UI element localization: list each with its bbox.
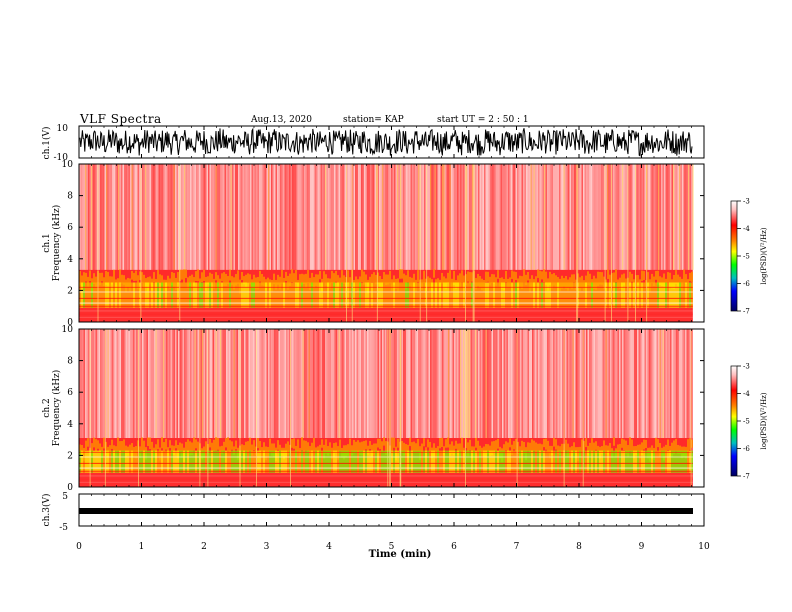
ch2-colorbar: -3 -4 -5 -6 -7 log(PSD)(V²/Hz) <box>730 363 768 481</box>
ch3-ytick-top: 5 <box>62 492 68 502</box>
ch1-colorbar-scale <box>730 200 738 312</box>
x-tick-label: 8 <box>576 542 582 552</box>
spec2-ytick-label: 2 <box>67 451 73 461</box>
ch3-waveform-ylabel: ch.3(V) <box>41 494 52 527</box>
ch3-waveform-line <box>79 508 693 514</box>
x-tick-label: 0 <box>76 542 82 552</box>
ch1-ytick-bottom: -10 <box>54 153 69 163</box>
ch1-colorbar: -3 -4 -5 -6 -7 log(PSD)(V²/Hz) <box>730 198 768 316</box>
spec2-ytick-label: 10 <box>62 325 74 335</box>
x-tick-marks <box>78 126 705 526</box>
cb1-tick-label: -5 <box>743 253 750 261</box>
ch3-waveform-panel: 5 -5 ch.3(V) <box>41 492 705 533</box>
ch2-colorbar-label: log(PSD)(V²/Hz) <box>760 392 768 449</box>
spec2-ytick-label: 6 <box>67 388 73 398</box>
spec1-ytick-label: 0 <box>67 318 73 328</box>
cb2-tick-label: -4 <box>743 390 750 398</box>
cb1-tick-label: -7 <box>743 308 750 316</box>
spec2-ytick-label: 4 <box>67 420 73 430</box>
x-tick-label: 3 <box>264 542 270 552</box>
x-axis-label: Time (min) <box>369 549 432 560</box>
x-tick-label: 9 <box>639 542 645 552</box>
ch1-spectrogram-image <box>79 164 694 322</box>
ch2-spectrogram-ylabel-freq: Frequency (kHz) <box>51 370 62 447</box>
spec1-ytick-label: 6 <box>67 223 73 233</box>
ch1-colorbar-label: log(PSD)(V²/Hz) <box>760 227 768 284</box>
spec1-ytick-label: 4 <box>67 255 73 265</box>
spec1-ytick-label: 2 <box>67 286 73 296</box>
x-tick-label: 6 <box>451 542 457 552</box>
ch1-waveform-panel: 10 -10 ch.1(V) <box>41 124 705 163</box>
cb2-tick-label: -7 <box>743 473 750 481</box>
cb2-tick-label: -5 <box>743 418 750 426</box>
x-tick-labels: 0 1 2 3 4 5 6 7 8 9 10 <box>76 542 710 552</box>
station-label: station= KAP <box>343 115 404 125</box>
spec2-ytick-label: 8 <box>67 357 73 367</box>
ch1-waveform-line <box>79 127 693 157</box>
x-tick-label: 4 <box>326 542 332 552</box>
ch2-colorbar-scale <box>730 365 738 477</box>
spec1-ytick-label: 10 <box>62 160 74 170</box>
ch3-ytick-bottom: -5 <box>59 523 68 533</box>
x-tick-label: 1 <box>139 542 145 552</box>
spec1-ytick-label: 8 <box>67 192 73 202</box>
spec2-ytick-label: 0 <box>67 483 73 493</box>
ch1-spectrogram-panel: 0 2 4 6 8 10 ch.1 Frequency (kHz) <box>42 160 705 328</box>
ch2-spectrogram-panel: 0 2 4 6 8 10 ch.2 Frequency (kHz) <box>42 325 705 493</box>
ch2-spectrogram-ylabel-ch: ch.2 <box>42 398 52 417</box>
ch1-waveform-frame <box>78 125 705 159</box>
cb1-tick-label: -6 <box>743 280 750 288</box>
figure-title: VLF Spectra <box>80 112 162 126</box>
ch2-spectrogram-image <box>79 329 694 487</box>
x-tick-label: 2 <box>201 542 207 552</box>
ch1-spectrogram-ylabel-ch: ch.1 <box>42 233 52 252</box>
x-tick-label: 10 <box>698 542 710 552</box>
date-label: Aug.13, 2020 <box>251 115 312 125</box>
x-tick-label: 5 <box>389 542 395 552</box>
ch1-ytick-top: 10 <box>57 124 69 134</box>
ch1-spectrogram-ylabel-freq: Frequency (kHz) <box>51 205 62 282</box>
cb2-tick-label: -6 <box>743 445 750 453</box>
start-time-label: start UT = 2 : 50 : 1 <box>437 115 529 125</box>
ch1-waveform-ylabel: ch.1(V) <box>41 127 52 160</box>
x-tick-label: 7 <box>514 542 520 552</box>
cb1-tick-label: -3 <box>743 198 750 206</box>
cb1-tick-label: -4 <box>743 225 750 233</box>
cb2-tick-label: -3 <box>743 363 750 371</box>
